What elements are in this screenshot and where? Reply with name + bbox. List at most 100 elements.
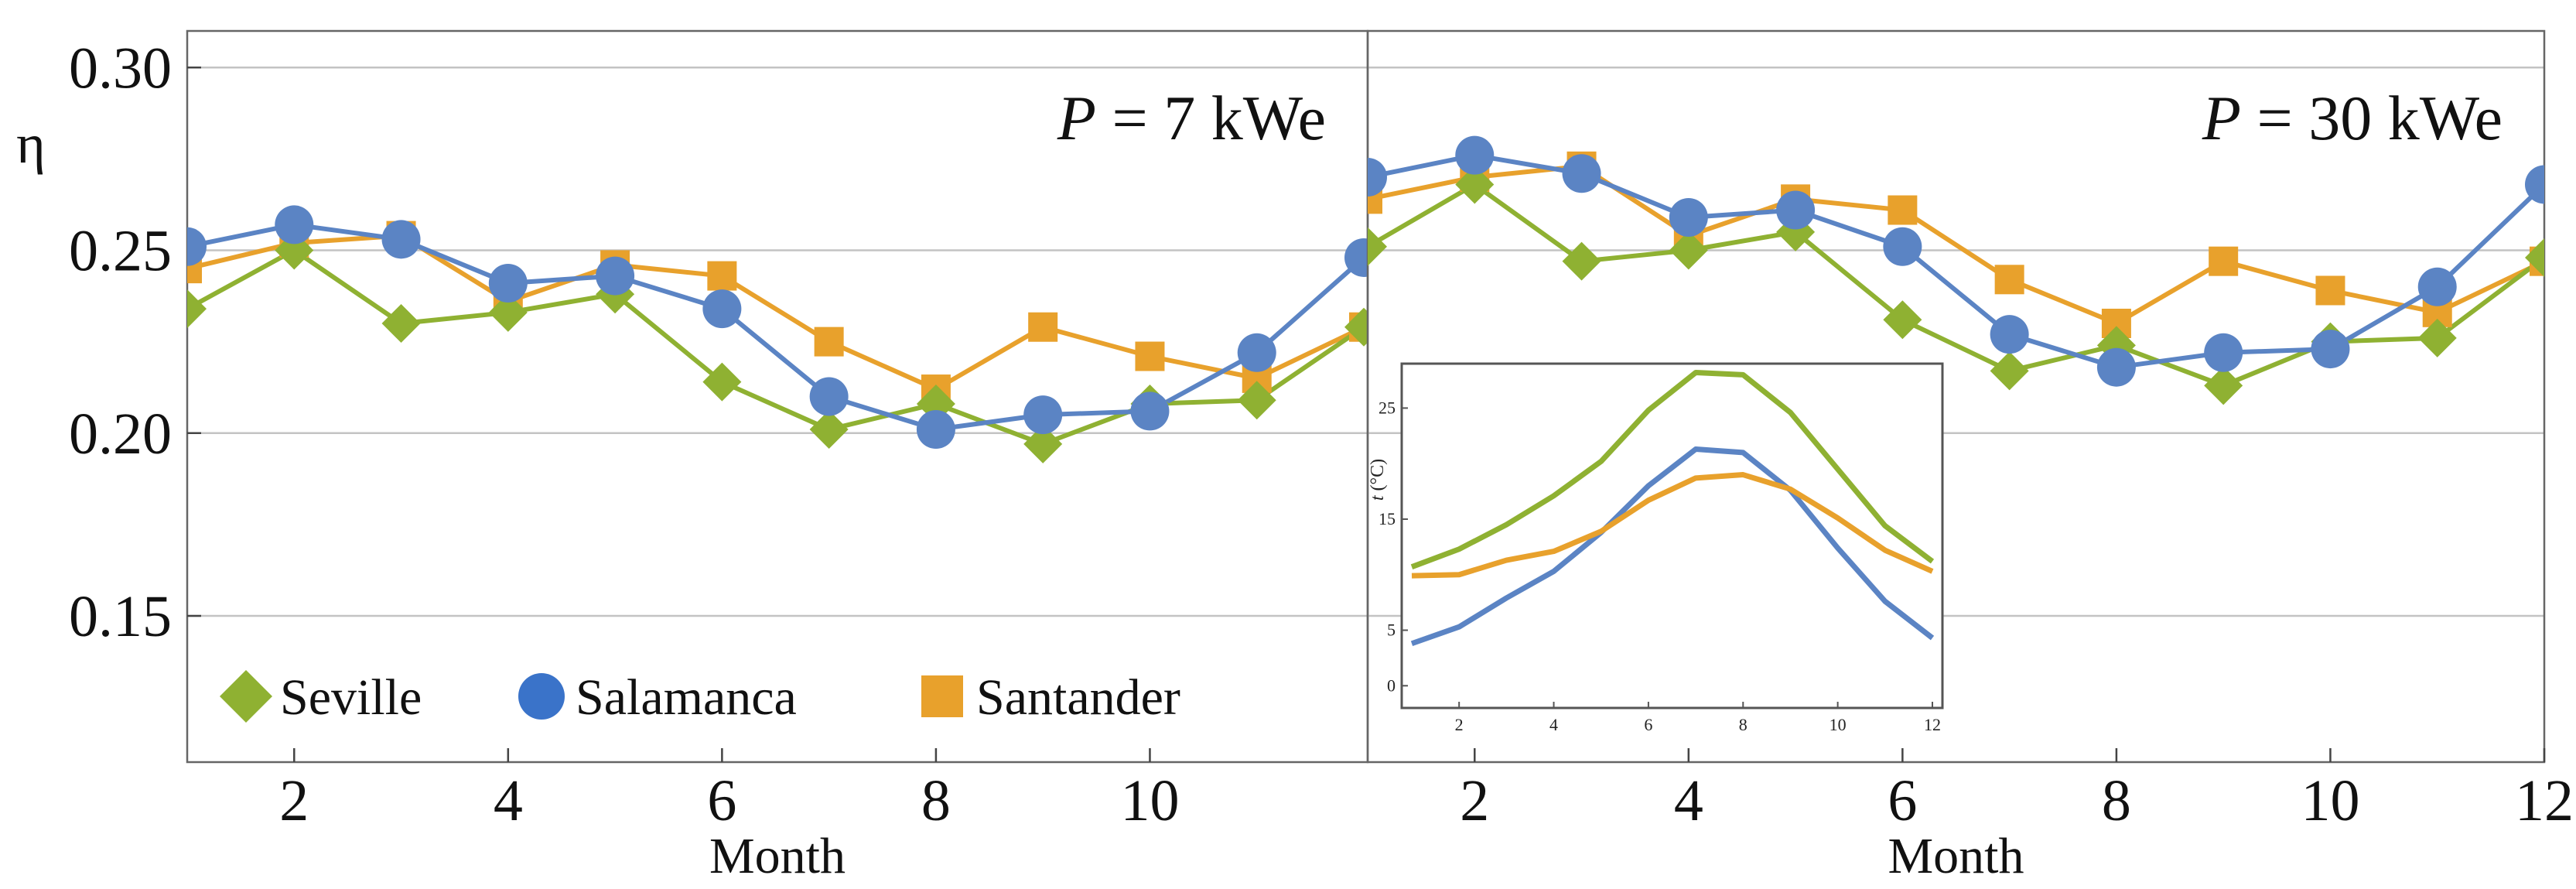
series-line-seville bbox=[187, 248, 1365, 446]
point-santander bbox=[2209, 246, 2239, 276]
power-annotation: P = 30 kWe bbox=[2202, 83, 2503, 153]
series-line-seville bbox=[1368, 182, 2544, 388]
inset-line-salamanca bbox=[1410, 446, 1935, 647]
point-seville bbox=[1344, 307, 1368, 347]
point-seville bbox=[1883, 300, 1922, 340]
x-tick-label: 2 bbox=[1460, 768, 1489, 833]
point-salamanca bbox=[916, 410, 955, 450]
point-seville bbox=[2417, 318, 2457, 357]
point-santander bbox=[814, 327, 844, 357]
x-tick-label: 8 bbox=[921, 768, 951, 833]
inset-x-tick-label: 6 bbox=[1644, 715, 1652, 734]
legend-label: Salamanca bbox=[576, 669, 797, 726]
legend: Seville Salamanca Santander bbox=[220, 669, 1180, 726]
point-salamanca bbox=[1237, 333, 1276, 372]
inset-x-tick-label: 8 bbox=[1739, 715, 1748, 734]
inset-frame bbox=[1400, 362, 1944, 709]
x-tick-label: 12 bbox=[2515, 768, 2574, 833]
point-seville bbox=[488, 292, 528, 332]
point-salamanca bbox=[275, 205, 314, 244]
point-salamanca bbox=[1455, 135, 1495, 175]
point-santander bbox=[2315, 275, 2345, 306]
x-axis-label: Month bbox=[709, 828, 846, 884]
point-salamanca bbox=[809, 377, 849, 416]
point-salamanca bbox=[2096, 347, 2136, 387]
point-santander bbox=[1888, 195, 1918, 225]
point-salamanca bbox=[1776, 190, 1816, 230]
x-axis-label: Month bbox=[1888, 828, 2024, 884]
point-salamanca bbox=[1990, 315, 2029, 354]
point-seville bbox=[809, 410, 849, 450]
point-seville bbox=[381, 304, 421, 343]
panel-right: 2 4 6 8 10 12 Month P = 30 kWe bbox=[1366, 29, 2574, 884]
point-seville bbox=[1023, 424, 1063, 463]
inset-temperature-plot: 0 5 15 25 2 4 6 8 10 12 t (°C) bbox=[1368, 362, 1944, 734]
inset-x-tick-label: 10 bbox=[1830, 715, 1847, 734]
point-salamanca bbox=[1344, 238, 1368, 277]
point-santander bbox=[707, 261, 737, 291]
inset-y-tick-label: 25 bbox=[1379, 398, 1396, 417]
y-tick-label: 0.30 bbox=[69, 36, 172, 101]
series-line-santander bbox=[1368, 163, 2544, 326]
legend-label: Santander bbox=[976, 669, 1180, 726]
legend-label: Seville bbox=[280, 669, 422, 726]
legend-item-salamanca: Salamanca bbox=[518, 669, 797, 726]
point-seville bbox=[1990, 351, 2029, 391]
panel-left: 0.15 0.20 0.25 0.30 2 4 6 8 10 Month η P = 7 kWe bbox=[16, 29, 1369, 884]
legend-marker-diamond bbox=[220, 670, 272, 723]
point-seville bbox=[1237, 381, 1276, 420]
point-salamanca bbox=[1669, 197, 1708, 237]
point-seville bbox=[1368, 227, 1387, 266]
y-tick-label: 0.25 bbox=[69, 219, 172, 284]
point-salamanca bbox=[2311, 330, 2350, 369]
inset-y-tick-label: 15 bbox=[1379, 509, 1396, 528]
point-salamanca bbox=[2204, 333, 2243, 372]
x-tick-label: 6 bbox=[1888, 768, 1917, 833]
point-santander bbox=[1994, 265, 2024, 295]
inset-x-tick-label: 4 bbox=[1549, 715, 1558, 734]
inset-y-tick-label: 0 bbox=[1387, 675, 1396, 695]
x-tick-label: 10 bbox=[1120, 768, 1179, 833]
point-santander bbox=[1028, 312, 1058, 342]
point-seville bbox=[2525, 238, 2544, 277]
point-santander bbox=[1135, 341, 1165, 371]
x-tick-label: 6 bbox=[707, 768, 736, 833]
point-salamanca bbox=[1562, 154, 1601, 193]
y-tick-label: 0.15 bbox=[69, 584, 172, 649]
point-salamanca bbox=[1130, 392, 1170, 431]
inset-y-tick-label: 5 bbox=[1387, 621, 1396, 640]
series-line-santander bbox=[187, 233, 1365, 392]
main-plots: 0.15 0.20 0.25 0.30 2 4 6 8 10 Month η P = 7 kWe 2 4 6… bbox=[16, 29, 2574, 884]
point-salamanca bbox=[1368, 158, 1387, 197]
point-salamanca bbox=[1023, 395, 1063, 435]
legend-marker-square bbox=[921, 675, 963, 717]
point-salamanca bbox=[381, 220, 421, 259]
point-seville bbox=[1562, 241, 1601, 281]
series-line-salamanca bbox=[1368, 152, 2544, 370]
point-seville bbox=[1669, 231, 1708, 270]
series-group bbox=[1368, 135, 2544, 405]
x-tick-label: 8 bbox=[2102, 768, 2131, 833]
inset-x-tick-label: 2 bbox=[1455, 715, 1464, 734]
point-salamanca bbox=[1883, 227, 1922, 266]
point-seville bbox=[1455, 165, 1495, 204]
series-group bbox=[187, 205, 1368, 463]
x-tick-label: 4 bbox=[1674, 768, 1703, 833]
point-salamanca bbox=[596, 256, 635, 296]
point-salamanca bbox=[488, 264, 528, 303]
point-salamanca bbox=[187, 227, 207, 266]
point-seville bbox=[2204, 366, 2243, 405]
x-tick-label: 4 bbox=[494, 768, 523, 833]
y-axis-label: η bbox=[16, 113, 46, 175]
x-tick-label: 2 bbox=[279, 768, 309, 833]
series-line-salamanca bbox=[187, 222, 1365, 433]
inset-line-seville bbox=[1410, 369, 1935, 569]
point-salamanca bbox=[2417, 267, 2457, 306]
inset-y-axis-label: t (°C) bbox=[1368, 459, 1388, 501]
inset-line-santander bbox=[1411, 472, 1934, 579]
x-tick-label: 10 bbox=[2301, 768, 2359, 833]
power-annotation: P = 7 kWe bbox=[1057, 83, 1326, 153]
point-seville bbox=[702, 362, 742, 402]
legend-item-santander: Santander bbox=[921, 669, 1180, 726]
